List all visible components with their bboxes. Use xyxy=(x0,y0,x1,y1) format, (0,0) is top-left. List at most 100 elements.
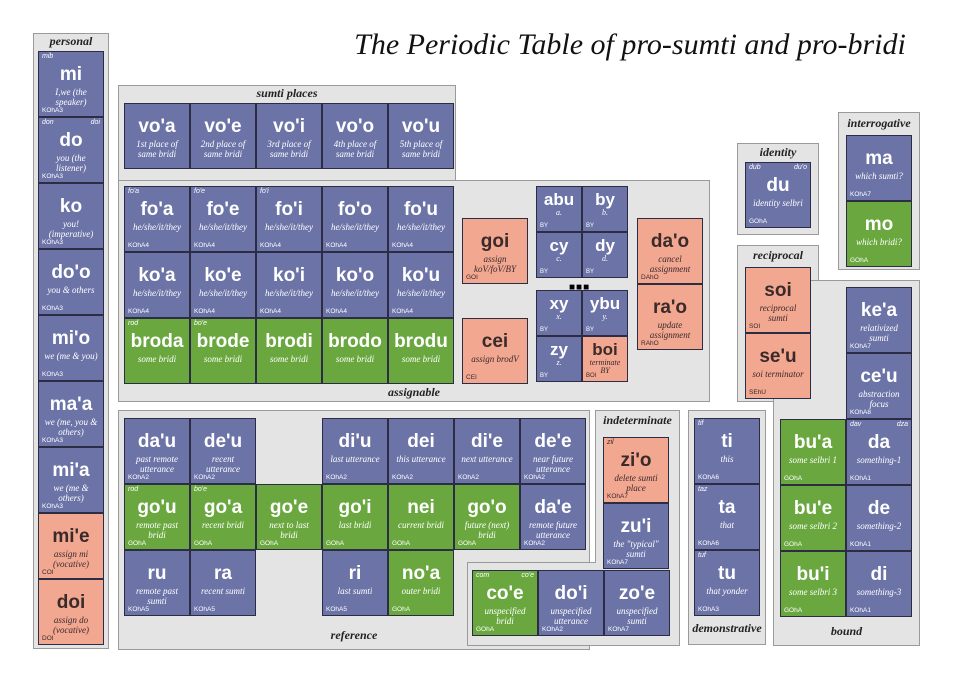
cell-tag2: dza xyxy=(896,421,908,428)
cell-cls: KOhA4 xyxy=(128,308,149,315)
cell-word: da'o xyxy=(650,231,690,252)
cell-cls: KOhA3 xyxy=(42,503,63,510)
cell-cls: KOhA4 xyxy=(326,242,347,249)
cell-cls: GOhA xyxy=(458,540,477,547)
cell-tag: com xyxy=(476,572,490,579)
cell-word: zo'e xyxy=(618,583,656,604)
cell-cls: BY xyxy=(586,223,595,229)
cell-word: ri xyxy=(348,563,362,584)
cell-cls: BY xyxy=(540,223,549,229)
cell: ko'a he/she/it/they KOhA4 xyxy=(124,252,190,318)
cell-gloss: soi terminator xyxy=(752,369,804,379)
cell-cls: KOhA4 xyxy=(260,308,281,315)
cell: nei current bridi GOhA xyxy=(388,484,454,550)
cell: da something-1 KOhA1 dav dza xyxy=(846,419,912,485)
cell: da'u past remote utterance KOhA2 xyxy=(124,418,190,484)
cell: ce'u abstraction focus KOhA8 xyxy=(846,353,912,419)
cell-gloss: next utterance xyxy=(461,454,513,464)
group-label: bound xyxy=(830,624,863,638)
cell-gloss: z. xyxy=(556,358,562,367)
cell-word: ru xyxy=(147,563,167,584)
cell-gloss: he/she/it/they xyxy=(331,288,379,298)
cell: goi assign koV/foV/BY GOI xyxy=(462,218,528,284)
cell-word: doi xyxy=(56,592,86,613)
cell-gloss: remote past bridi xyxy=(136,520,178,540)
cell: ma which sumti? KOhA7 xyxy=(846,135,912,201)
cell-tag: dub xyxy=(749,164,761,171)
cell-gloss: he/she/it/they xyxy=(265,288,313,298)
cell-gloss: d. xyxy=(602,254,608,263)
cell-word: co'e xyxy=(486,583,524,604)
cell-gloss: assign brodV xyxy=(471,354,519,364)
cell-tag: taz xyxy=(698,486,708,493)
group-label: reciprocal xyxy=(753,248,803,262)
cell: xy x. BY xyxy=(536,290,582,336)
cell: by b. BY xyxy=(582,186,628,232)
title: The Periodic Table of pro-sumti and pro-… xyxy=(354,28,906,61)
cell-word: soi xyxy=(764,280,792,301)
cell: dy d. BY xyxy=(582,232,628,278)
cell-word: mi'o xyxy=(51,328,91,349)
cell-word: fo'a xyxy=(140,199,174,220)
cell: ta that KOhA6 taz xyxy=(694,484,760,550)
cell-cls: GOhA xyxy=(326,540,345,547)
cell-cls: GOhA xyxy=(128,540,147,547)
cell-gloss: current bridi xyxy=(398,520,444,530)
cell: ko'u he/she/it/they KOhA4 xyxy=(388,252,454,318)
cell-cls: KOhA2 xyxy=(128,474,149,481)
cell-cls: BY xyxy=(586,269,595,275)
cell-cls: KOhA7 xyxy=(850,191,871,198)
cell-word: boi xyxy=(592,340,618,359)
cell-cls: KOhA4 xyxy=(392,242,413,249)
cell-word: go'o xyxy=(467,497,507,518)
cell-gloss: the "typical" sumti xyxy=(613,539,659,559)
cell-tag: tuf xyxy=(698,552,706,559)
cell-gloss: assign mi (vocative) xyxy=(53,549,89,569)
cell-gloss: this utterance xyxy=(396,454,446,464)
cell-cls: COI xyxy=(42,569,54,576)
cell-cls: BY xyxy=(586,327,595,333)
cell-gloss: some bridi xyxy=(401,354,441,364)
cell-word: goi xyxy=(480,231,510,252)
cell-gloss: recent bridi xyxy=(202,520,244,530)
cell-word: ma'a xyxy=(49,394,93,415)
cell-cls: BY xyxy=(540,373,549,379)
cell-cls: GOhA xyxy=(784,607,803,614)
cell-cls: KOhA4 xyxy=(128,242,149,249)
cell: ra recent sumti KOhA5 xyxy=(190,550,256,616)
cell-cls: GOhA xyxy=(850,257,869,264)
cell-cls: GOhA xyxy=(784,541,803,548)
cell-gloss: he/she/it/they xyxy=(199,222,247,232)
cell: bu'a some selbri 1 GOhA xyxy=(780,419,846,485)
cell-gloss: c. xyxy=(556,254,562,263)
cell-cls: GOhA xyxy=(784,475,803,482)
cell: ri last sumti KOhA5 xyxy=(322,550,388,616)
cell: da'e remote future utterance KOhA2 xyxy=(520,484,586,550)
cell-cls: GOhA xyxy=(476,626,495,633)
cell-cls: RAhO xyxy=(641,340,659,347)
cell: du identity selbri GOhA dub du'o xyxy=(745,162,811,228)
cell: broda some bridi rod xyxy=(124,318,190,384)
cell-cls: GOhA xyxy=(392,540,411,547)
cell-cls: KOhA3 xyxy=(42,371,63,378)
cell-cls: KOhA1 xyxy=(850,475,871,482)
cell-gloss: remote future utterance xyxy=(528,520,578,540)
cell-cls: DOI xyxy=(42,635,54,642)
cell-cls: KOhA7 xyxy=(607,493,628,500)
cell-tag: fo'e xyxy=(194,188,206,195)
cell-gloss: b. xyxy=(602,208,608,217)
cell-gloss: which bridi? xyxy=(856,237,902,247)
cell-cls: KOhA2 xyxy=(458,474,479,481)
cell-word: abu xyxy=(543,190,575,209)
cell-word: da'u xyxy=(137,431,177,452)
cell: de'e near future utterance KOhA2 xyxy=(520,418,586,484)
cell-gloss: a. xyxy=(556,208,562,217)
cell: cy c. BY xyxy=(536,232,582,278)
cell: de something-2 KOhA1 xyxy=(846,485,912,551)
cell-tag: zil xyxy=(607,439,614,446)
cell: ko'o he/she/it/they KOhA4 xyxy=(322,252,388,318)
cell: go'a recent bridi GOhA bo'e xyxy=(190,484,256,550)
cell: di'u last utterance KOhA2 xyxy=(322,418,388,484)
cell-word: no'a xyxy=(401,563,441,584)
cell-tag: fo'i xyxy=(260,188,269,195)
